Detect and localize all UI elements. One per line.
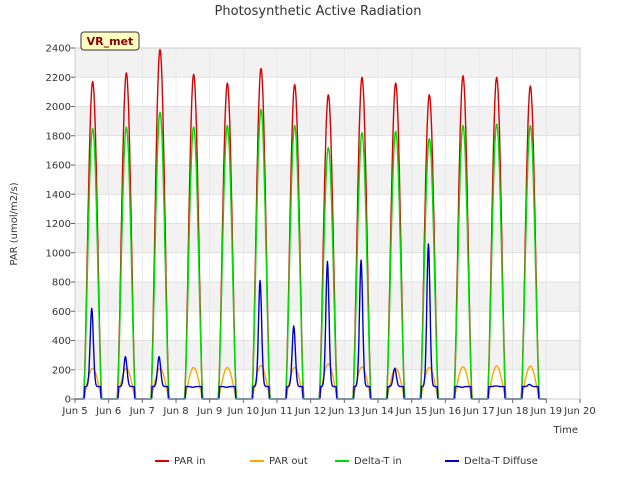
background-band: [75, 369, 580, 399]
station-badge-label: VR_met: [87, 35, 134, 48]
x-tick-label: Jun 10: [227, 406, 260, 417]
background-band: [75, 48, 580, 78]
y-tick-label: 1600: [46, 161, 71, 172]
x-tick-label: Jun 8: [162, 406, 188, 417]
legend: PAR in PAR out Delta-T in Delta-T Diffuse: [155, 456, 538, 467]
x-tick-label: Jun 16: [429, 406, 462, 417]
x-tick-label: Jun 14: [361, 406, 394, 417]
x-tick-label: Jun 7: [129, 406, 155, 417]
chart-title: Photosynthetic Active Radiation: [215, 4, 422, 19]
y-tick-label: 2200: [46, 73, 71, 84]
background-band: [75, 311, 580, 341]
x-tick-label: Jun 15: [395, 406, 428, 417]
x-tick-label: Jun 11: [260, 406, 293, 417]
y-tick-label: 1200: [46, 219, 71, 230]
legend-label: PAR out: [269, 456, 308, 467]
x-tick-label: Jun 5: [61, 406, 87, 417]
x-tick-label: Jun 6: [95, 406, 121, 417]
grid-lines: [74, 47, 581, 400]
background-band: [75, 282, 580, 312]
station-badge: VR_met: [80, 31, 140, 51]
y-tick-label: 1800: [46, 131, 71, 142]
y-tick-label: 2000: [46, 102, 71, 113]
x-tick-label: Jun 17: [462, 406, 495, 417]
y-tick-label: 600: [52, 307, 71, 318]
legend-label: Delta-T Diffuse: [464, 456, 538, 467]
x-tick-label: Jun 12: [294, 406, 327, 417]
x-axis-ticks: Jun 5 Jun 6 Jun 7 Jun 8 Jun 9 Jun 10 Jun 11 Jun…: [61, 399, 596, 417]
x-tick-label: Jun 13: [328, 406, 361, 417]
legend-label: PAR in: [174, 456, 205, 467]
x-tick-label: Jun 9: [196, 406, 222, 417]
y-tick-label: 800: [52, 278, 71, 289]
y-axis-ticks: 0 200 400 600 800 1000 1200 1400 1600 1800 2000 220…: [46, 44, 75, 406]
background-band: [75, 194, 580, 224]
legend-label: Delta-T in: [354, 456, 402, 467]
y-tick-label: 1000: [46, 248, 71, 259]
x-axis-label: Time: [553, 425, 578, 436]
background-band: [75, 165, 580, 195]
y-tick-label: 2400: [46, 44, 71, 55]
x-tick-label: Jun 18: [496, 406, 529, 417]
y-tick-label: 200: [52, 365, 71, 376]
y-tick-label: 1400: [46, 190, 71, 201]
y-tick-label: 0: [65, 395, 71, 406]
y-tick-label: 400: [52, 336, 71, 347]
background-band: [75, 223, 580, 253]
y-axis-label: PAR (umol/m2/s): [9, 182, 20, 265]
x-tick-label: Jun 19: [530, 406, 563, 417]
x-tick-label: Jun 20: [563, 406, 596, 417]
